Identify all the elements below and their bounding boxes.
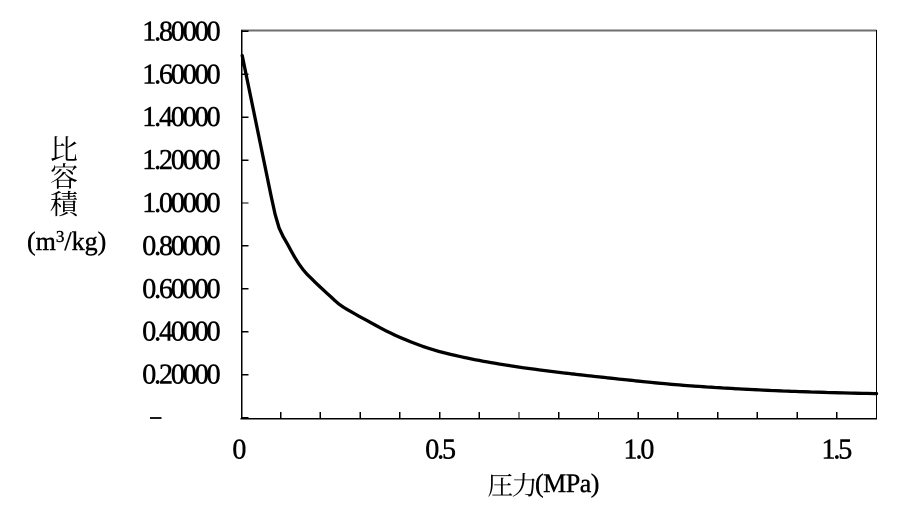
svg-text:1.60000: 1.60000: [142, 59, 219, 90]
svg-text:0.60000: 0.60000: [142, 274, 219, 305]
svg-text:1.00000: 1.00000: [142, 188, 219, 219]
svg-text:1.80000: 1.80000: [142, 16, 219, 47]
svg-text:1.20000: 1.20000: [142, 145, 219, 176]
svg-text:0.20000: 0.20000: [142, 360, 219, 391]
svg-text:1.40000: 1.40000: [142, 102, 219, 133]
svg-text:0.5: 0.5: [425, 434, 455, 465]
svg-text:0: 0: [232, 434, 245, 465]
svg-text:0.40000: 0.40000: [142, 317, 219, 348]
svg-text:(MPa): (MPa): [535, 469, 599, 498]
svg-text:(m3/kg): (m3/kg): [27, 227, 106, 256]
svg-text:0.80000: 0.80000: [142, 231, 219, 262]
svg-text:1.0: 1.0: [624, 434, 654, 465]
svg-text:1.5: 1.5: [821, 434, 851, 465]
